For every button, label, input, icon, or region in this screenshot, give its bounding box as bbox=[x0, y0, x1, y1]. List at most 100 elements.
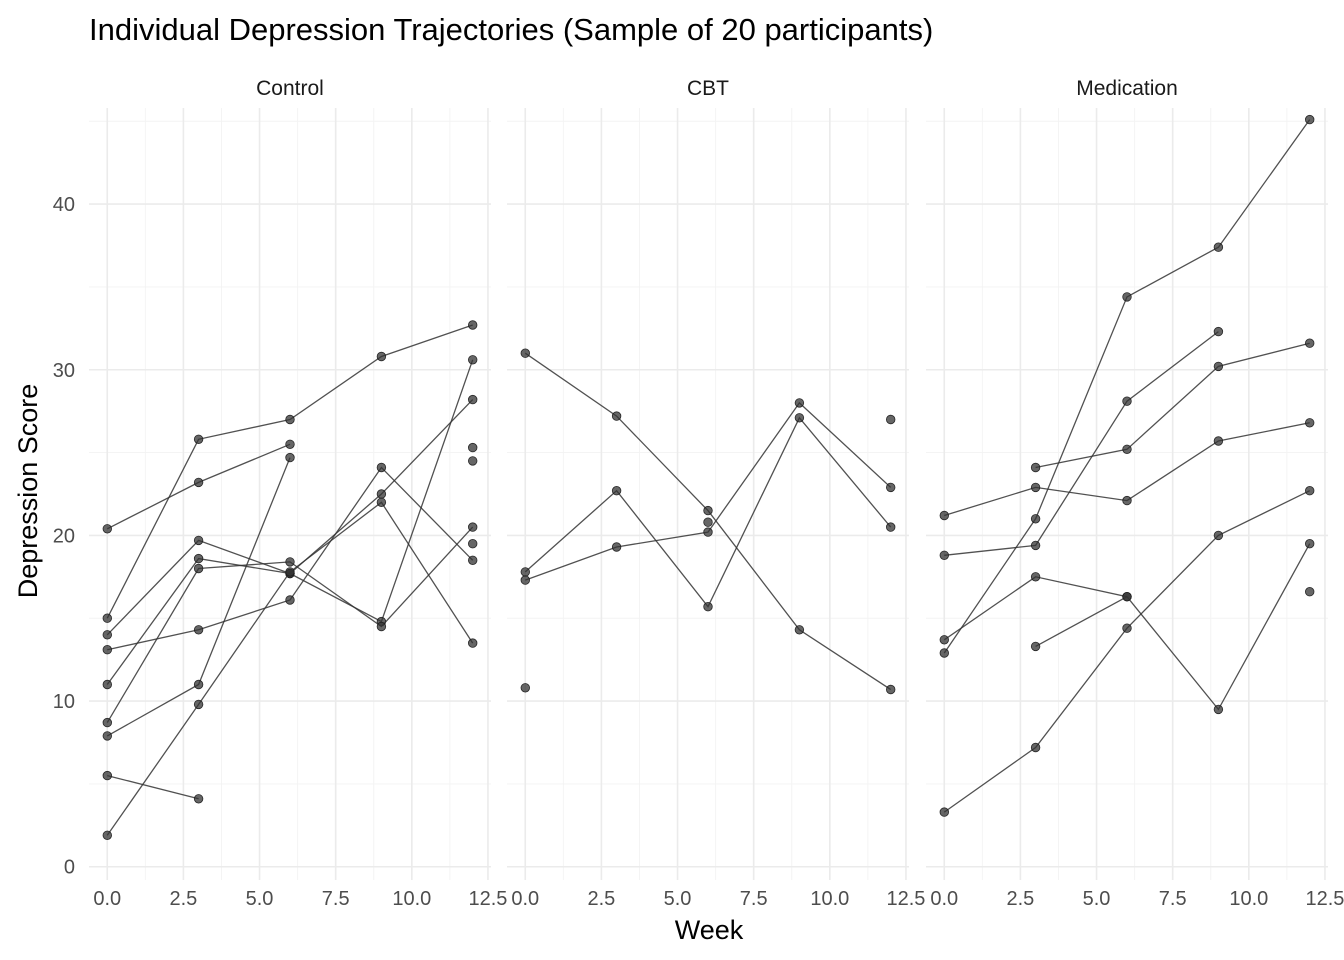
data-point bbox=[468, 456, 478, 466]
trajectory-control-1 bbox=[102, 439, 295, 534]
data-point bbox=[1213, 242, 1224, 252]
data-point bbox=[285, 595, 295, 605]
trajectory-control-6 bbox=[102, 522, 478, 728]
data-point bbox=[886, 522, 896, 532]
data-point bbox=[102, 524, 113, 534]
data-point bbox=[794, 413, 805, 423]
data-point bbox=[1213, 361, 1224, 372]
y-axis-title: Depression Score bbox=[13, 384, 43, 599]
data-point bbox=[1304, 587, 1315, 597]
facet-label-control: Control bbox=[256, 77, 324, 100]
data-point bbox=[703, 602, 713, 612]
y-tick-label: 20 bbox=[53, 525, 75, 547]
data-point bbox=[1304, 338, 1315, 348]
trajectory-line bbox=[525, 401, 892, 581]
data-point bbox=[1304, 539, 1315, 549]
trajectory-control-8 bbox=[102, 770, 204, 804]
trajectory-cbt-3 bbox=[520, 398, 896, 585]
trajectory-line bbox=[943, 490, 1310, 813]
data-point bbox=[376, 497, 387, 508]
y-tick-label: 30 bbox=[53, 360, 75, 382]
facet-panel-cbt: CBT 0.0 2.5 5.0 7.5 10.0 12.5 bbox=[507, 77, 925, 910]
data-point bbox=[1304, 114, 1315, 125]
data-point bbox=[285, 452, 295, 463]
facet-label-medication: Medication bbox=[1076, 77, 1178, 100]
facet-panel-control: Control 0.0 2.5 5.0 7.5 10.0 12.5 0 10 20 30 40 bbox=[53, 77, 508, 910]
data-point bbox=[1030, 514, 1041, 524]
trajectory-line bbox=[107, 774, 199, 800]
data-point bbox=[886, 414, 896, 425]
x-tick-label: 2.5 bbox=[170, 888, 198, 910]
data-point bbox=[520, 575, 531, 585]
data-point bbox=[1030, 540, 1041, 551]
data-point bbox=[939, 648, 950, 658]
x-tick-label: 7.5 bbox=[740, 888, 768, 910]
data-point bbox=[1030, 482, 1041, 493]
data-point bbox=[468, 355, 478, 365]
data-point bbox=[285, 557, 295, 567]
data-point bbox=[1213, 530, 1224, 541]
data-point bbox=[102, 717, 113, 728]
data-point bbox=[193, 563, 204, 574]
data-point bbox=[285, 439, 295, 450]
trajectory-line bbox=[943, 119, 1311, 654]
trajectory-medication-7 bbox=[1030, 592, 1132, 652]
y-tick-label: 40 bbox=[53, 194, 75, 216]
trajectory-control-11 bbox=[468, 539, 478, 549]
data-point bbox=[939, 635, 950, 645]
data-point bbox=[703, 505, 713, 516]
data-point bbox=[1122, 592, 1132, 602]
data-point bbox=[102, 770, 113, 781]
data-point bbox=[703, 527, 713, 537]
x-tick-label: 12.5 bbox=[468, 888, 507, 910]
gridlines bbox=[89, 108, 491, 880]
data-point bbox=[1122, 444, 1132, 455]
data-point bbox=[102, 645, 113, 655]
x-tick-label: 2.5 bbox=[1007, 888, 1035, 910]
data-point bbox=[611, 486, 622, 496]
data-point bbox=[1304, 486, 1315, 496]
gridlines bbox=[926, 108, 1328, 880]
x-tick-label: 0.0 bbox=[93, 888, 121, 910]
data-point bbox=[1304, 418, 1315, 428]
facet-label-cbt: CBT bbox=[687, 77, 729, 100]
data-point bbox=[285, 567, 295, 577]
data-point bbox=[376, 489, 387, 499]
trajectory-control-10 bbox=[468, 456, 478, 466]
data-point bbox=[468, 320, 478, 330]
trajectory-line bbox=[106, 457, 291, 737]
data-point bbox=[193, 625, 204, 635]
data-point bbox=[1030, 641, 1041, 652]
data-point bbox=[703, 517, 713, 527]
trajectory-medication-6 bbox=[1030, 338, 1315, 473]
x-tick-label: 12.5 bbox=[1305, 888, 1344, 910]
data-point bbox=[1122, 495, 1132, 506]
chart-title: Individual Depression Trajectories (Samp… bbox=[89, 12, 933, 47]
trajectory-medication-8 bbox=[1304, 587, 1315, 597]
data-point bbox=[520, 348, 531, 358]
trajectory-control-9 bbox=[102, 497, 478, 841]
data-point bbox=[1122, 292, 1132, 302]
trajectory-cbt-2 bbox=[520, 413, 896, 612]
data-point bbox=[611, 542, 622, 552]
trajectory-medication-4 bbox=[939, 114, 1315, 658]
x-tick-label: 10.0 bbox=[1229, 888, 1268, 910]
trajectory-line bbox=[106, 526, 474, 723]
data-point bbox=[886, 684, 896, 695]
trajectory-medication-2 bbox=[939, 326, 1224, 561]
x-tick-label: 0.0 bbox=[930, 888, 958, 910]
data-point bbox=[1122, 623, 1132, 633]
x-axis-title: Week bbox=[675, 915, 744, 945]
data-point bbox=[468, 539, 478, 549]
data-point bbox=[1213, 326, 1224, 337]
data-point bbox=[1030, 462, 1041, 473]
data-point bbox=[468, 394, 478, 405]
data-point bbox=[193, 794, 204, 804]
data-point bbox=[102, 830, 113, 841]
data-point bbox=[193, 679, 204, 690]
data-point bbox=[468, 522, 478, 532]
x-tick-label: 12.5 bbox=[886, 888, 925, 910]
trajectory-control-4 bbox=[102, 462, 478, 655]
data-point bbox=[939, 510, 950, 521]
trajectory-cbt-4 bbox=[520, 683, 531, 693]
